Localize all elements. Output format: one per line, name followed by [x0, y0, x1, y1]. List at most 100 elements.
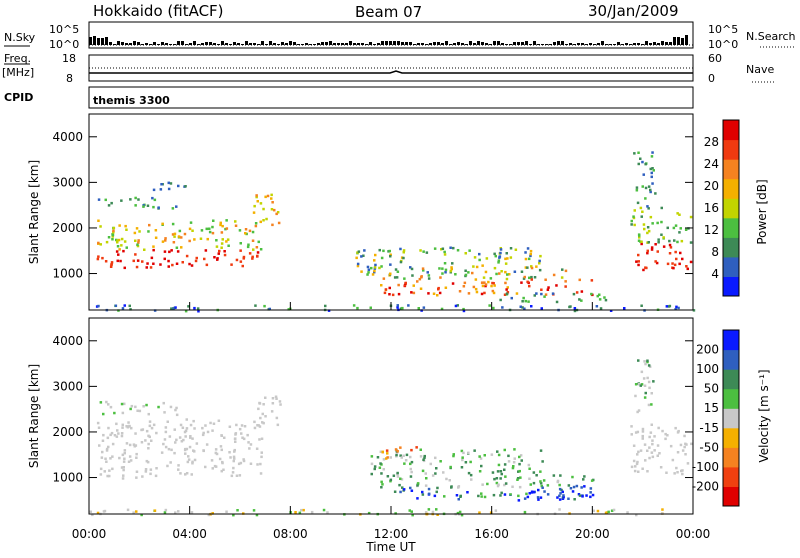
echo-cell — [189, 221, 193, 224]
echo-cell — [689, 241, 693, 244]
echo-cell — [660, 233, 663, 236]
echo-cell — [183, 448, 187, 452]
echo-cell — [454, 304, 458, 308]
echo-cell — [238, 427, 242, 431]
echo-cell — [641, 210, 644, 213]
echo-cell — [665, 471, 668, 474]
echo-cell — [609, 309, 613, 312]
echo-cell — [170, 249, 173, 252]
nsky-bar — [489, 44, 492, 45]
echo-cell — [637, 450, 640, 454]
echo-cell — [216, 257, 219, 260]
echo-cell — [644, 362, 647, 366]
echo-cell — [117, 253, 120, 256]
nsky-bar — [385, 41, 388, 45]
nsky-bar — [297, 44, 300, 45]
echo-cell — [168, 250, 171, 254]
echo-cell — [212, 422, 216, 425]
cpid-label: CPID — [4, 91, 33, 104]
echo-cell — [184, 473, 187, 476]
echo-cell — [481, 284, 485, 288]
echo-cell — [439, 276, 442, 279]
echo-cell — [443, 495, 446, 498]
echo-cell — [646, 251, 649, 255]
echo-cell — [418, 277, 422, 281]
echo-cell — [648, 456, 651, 460]
echo-cell — [639, 206, 643, 210]
echo-cell — [490, 284, 493, 288]
power-colorbar: 4 8 12 16 20 24 28 — [704, 119, 740, 297]
nsky-bar — [413, 44, 416, 45]
nsky-bar — [349, 41, 352, 45]
echo-cell — [183, 430, 187, 434]
nsky-bar — [129, 43, 132, 45]
echo-cell — [154, 229, 158, 232]
echo-cell — [479, 457, 483, 460]
echo-cell — [462, 285, 466, 288]
nsky-bar — [661, 41, 664, 45]
echo-cell — [278, 400, 282, 403]
echo-cell — [134, 204, 137, 207]
echo-cell — [401, 486, 404, 489]
nsky-bar — [121, 42, 124, 45]
echo-cell — [134, 239, 137, 242]
echo-cell — [391, 293, 395, 297]
colorbar-tick-label: 24 — [704, 157, 719, 171]
echo-cell — [544, 293, 548, 296]
echo-cell — [190, 264, 194, 267]
echo-cell — [675, 257, 678, 261]
echo-cell — [111, 467, 114, 471]
echo-cell — [445, 477, 448, 481]
nsky-bar — [221, 41, 224, 45]
nsky-bar — [153, 42, 156, 45]
echo-cell — [583, 485, 586, 488]
colorbar-segment — [723, 237, 739, 258]
echo-cell — [498, 272, 501, 275]
echo-cell — [410, 489, 414, 492]
colorbar-tick-label: 50 — [704, 382, 719, 396]
echo-cell — [135, 452, 138, 456]
echo-cell — [97, 255, 100, 258]
colorbar-tick-label: 100 — [696, 362, 719, 376]
echo-cell — [206, 430, 210, 434]
velocity-colorbar-label: Velocity [m s⁻¹] — [757, 369, 771, 462]
echo-cell — [562, 495, 565, 499]
echo-cell — [393, 490, 397, 493]
freq-tick-bottom: 8 — [66, 72, 73, 85]
echo-cell — [184, 452, 187, 455]
date-label: 30/Jan/2009 — [588, 2, 679, 20]
echo-cell — [519, 305, 522, 308]
echo-cell — [647, 241, 650, 244]
echo-cell — [638, 234, 641, 237]
echo-cell — [655, 261, 659, 265]
colorbar-tick-label: 200 — [696, 343, 719, 357]
echo-cell — [185, 427, 189, 430]
nsky-bar — [557, 41, 560, 45]
echo-cell — [646, 249, 649, 253]
echo-cell — [444, 271, 447, 274]
echo-cell — [204, 424, 207, 427]
echo-cell — [177, 235, 181, 238]
echo-cell — [481, 264, 484, 267]
echo-cell — [668, 243, 672, 247]
echo-cell — [123, 451, 126, 455]
echo-cell — [506, 286, 509, 289]
echo-cell — [462, 451, 465, 455]
echo-cell — [259, 220, 262, 224]
nsky-bar — [145, 43, 148, 45]
echo-cell — [138, 230, 141, 233]
colorbar-segment — [723, 427, 739, 448]
y-tick-label: 1000 — [52, 267, 83, 281]
echo-cell — [177, 510, 180, 513]
echo-cell — [642, 377, 646, 380]
echo-cell — [120, 466, 124, 469]
echo-cell — [126, 508, 130, 512]
echo-cell — [468, 249, 471, 252]
echo-cell — [455, 494, 459, 497]
echo-cell — [135, 470, 139, 473]
echo-cell — [249, 443, 253, 446]
echo-cell — [676, 471, 679, 474]
nsky-bar — [565, 44, 568, 45]
echo-cell — [648, 386, 651, 390]
echo-cell — [152, 188, 156, 192]
